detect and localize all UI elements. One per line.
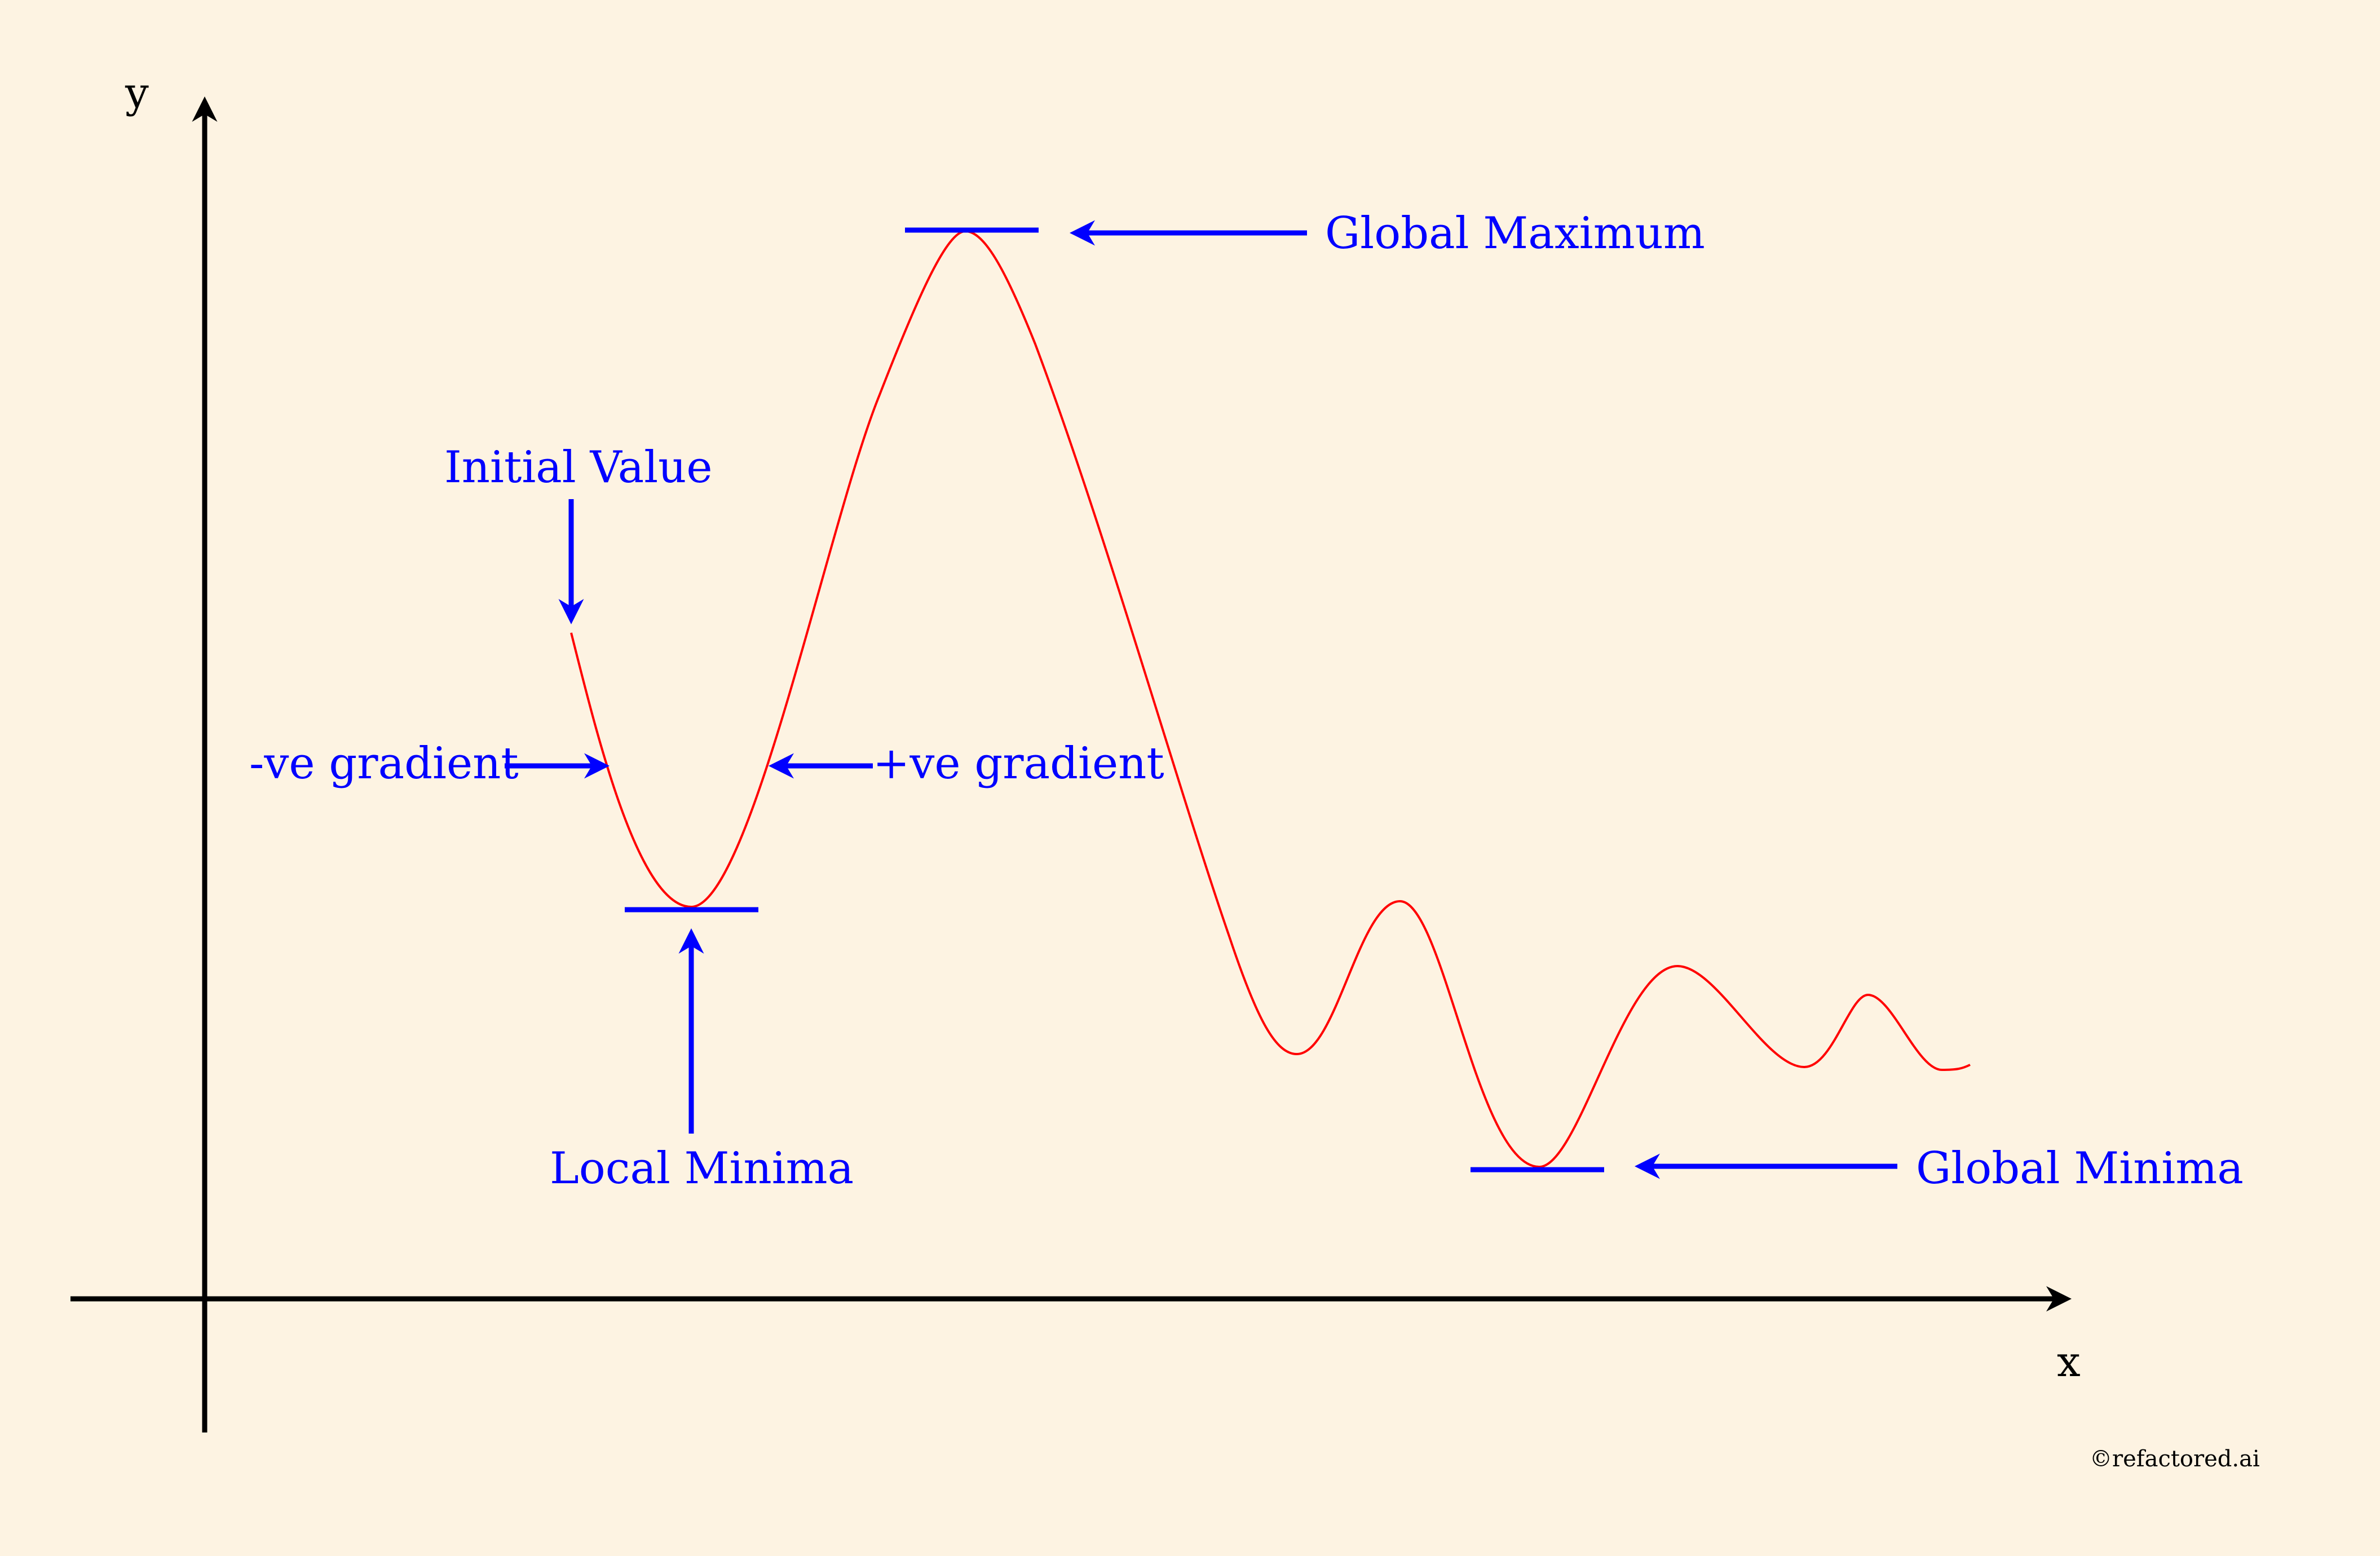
initial-value-label: Initial Value [444,442,713,493]
local-minima-label: Local Minima [550,1143,854,1194]
global-minima-label: Global Minima [1916,1143,2244,1194]
negative-gradient-label: -ve gradient [249,738,519,789]
loss-curve [570,230,1971,1169]
positive-gradient-label: +ve gradient [873,738,1164,789]
y-axis-label: y [125,69,149,117]
credit-text: ©refactored.ai [2090,1446,2260,1472]
x-axis-label: x [2057,1338,2081,1386]
global-maximum-label: Global Maximum [1325,208,1705,259]
